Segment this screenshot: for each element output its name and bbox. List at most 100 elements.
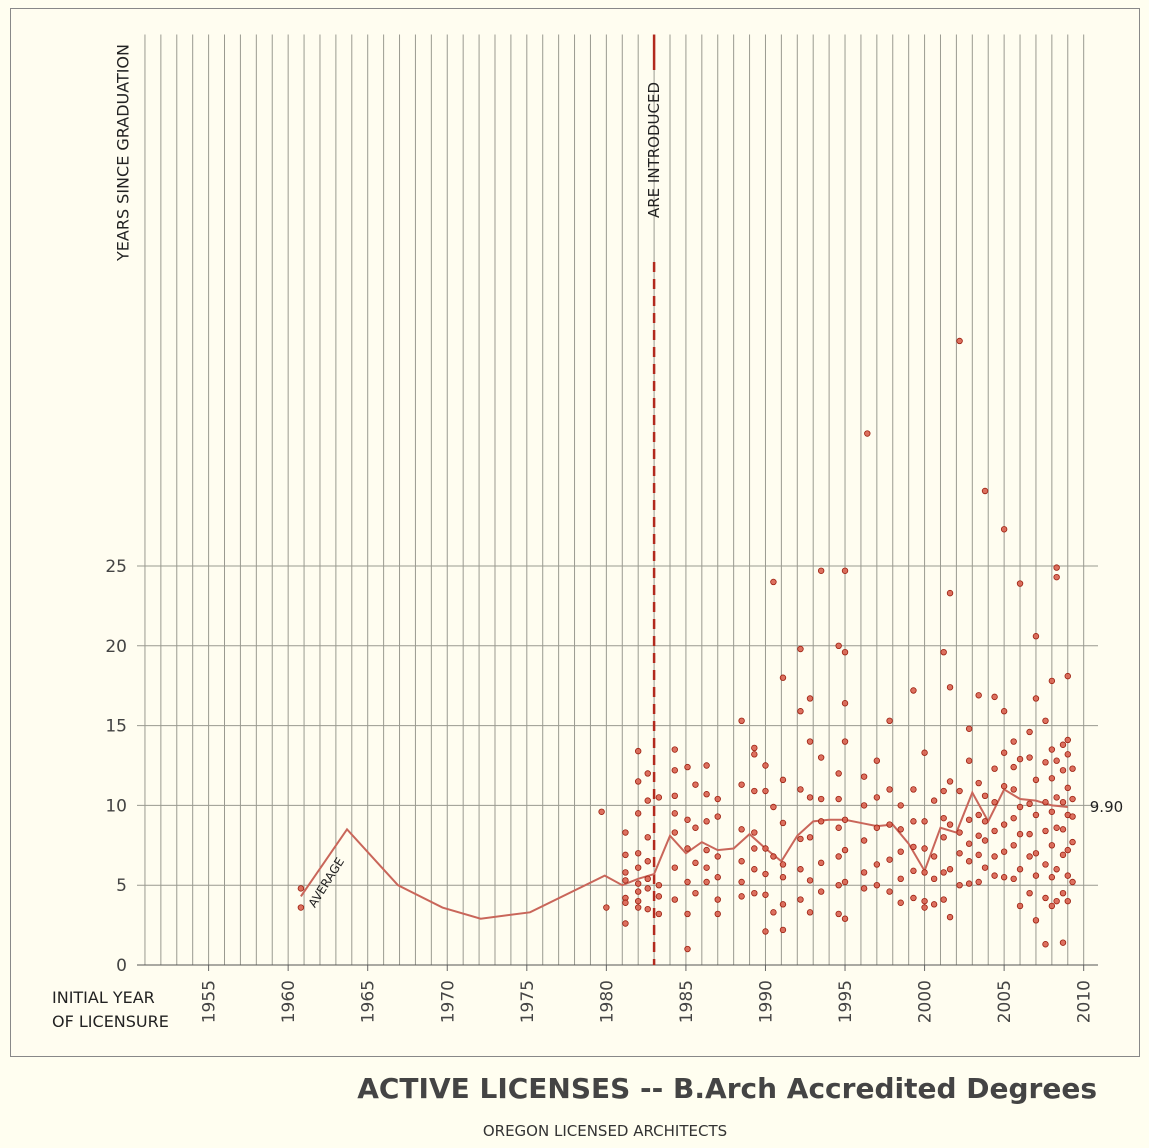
data-point	[751, 751, 758, 758]
data-point	[703, 818, 710, 825]
data-point	[841, 648, 849, 656]
data-point	[1064, 872, 1071, 879]
data-point	[644, 834, 651, 841]
data-point	[940, 814, 947, 822]
data-point	[703, 762, 710, 769]
data-point	[835, 910, 842, 918]
data-point	[806, 834, 814, 841]
data-point	[644, 797, 651, 804]
data-point	[1026, 853, 1033, 860]
x-tick-label: 1980	[597, 980, 617, 1023]
data-point	[671, 746, 678, 753]
data-point	[779, 861, 787, 868]
data-point	[634, 747, 642, 755]
data-point	[975, 832, 982, 839]
data-point	[1010, 786, 1017, 793]
data-point	[930, 901, 938, 908]
data-point	[634, 864, 642, 871]
y-axis-label: YEARS SINCE GRADUATION	[114, 44, 133, 262]
data-point	[634, 778, 642, 785]
data-point	[1053, 897, 1060, 905]
data-point	[684, 945, 691, 953]
data-point	[981, 792, 989, 800]
data-point	[770, 803, 777, 811]
data-point	[1042, 827, 1049, 835]
data-point	[930, 875, 938, 883]
data-point	[897, 826, 904, 833]
data-point	[981, 864, 989, 871]
data-point	[738, 781, 745, 788]
data-point	[835, 824, 842, 831]
data-point	[1059, 799, 1067, 806]
data-point	[622, 899, 629, 906]
data-point	[1010, 814, 1017, 822]
data-point	[1016, 830, 1024, 838]
data-point	[1064, 784, 1071, 792]
data-point	[897, 848, 904, 855]
data-point	[965, 858, 973, 865]
data-point	[1000, 821, 1008, 828]
data-point	[817, 567, 825, 574]
data-point	[762, 870, 769, 878]
data-point	[692, 889, 699, 897]
data-point	[797, 835, 804, 843]
data-point	[692, 781, 699, 788]
data-point	[779, 819, 787, 827]
data-point	[1016, 580, 1024, 587]
data-point	[797, 866, 804, 873]
data-point	[644, 905, 651, 913]
data-point	[946, 866, 954, 873]
data-point	[714, 910, 721, 918]
data-point	[860, 869, 868, 876]
data-point	[1053, 564, 1060, 571]
data-point	[886, 856, 893, 863]
data-point	[684, 763, 691, 771]
data-point	[1053, 824, 1060, 831]
data-point	[1032, 811, 1040, 819]
data-point	[910, 786, 917, 793]
data-point	[762, 787, 769, 795]
data-point	[1053, 573, 1060, 581]
data-point	[644, 858, 651, 865]
data-point	[1059, 889, 1067, 897]
data-point	[738, 878, 745, 886]
data-point	[671, 896, 678, 903]
data-point	[751, 787, 758, 795]
data-point	[1059, 851, 1067, 859]
data-point	[921, 869, 928, 876]
data-point	[956, 787, 963, 795]
data-point	[1000, 783, 1008, 790]
data-point	[1026, 800, 1033, 808]
data-point	[817, 859, 825, 867]
data-point	[1064, 846, 1071, 854]
data-point	[1069, 878, 1076, 886]
x-tick-label: 1970	[438, 980, 458, 1023]
data-point	[910, 687, 917, 694]
data-point	[956, 337, 963, 345]
data-point	[1016, 902, 1024, 910]
data-point	[751, 889, 758, 897]
data-point	[946, 778, 954, 785]
x-tick-label: 2005	[995, 980, 1015, 1023]
data-point	[797, 708, 804, 715]
data-point	[1053, 757, 1060, 764]
data-point	[671, 864, 678, 871]
data-point	[779, 776, 787, 784]
data-point	[1016, 755, 1024, 763]
data-point	[1000, 874, 1008, 881]
data-point	[965, 840, 973, 847]
data-point	[692, 824, 699, 831]
data-point	[1048, 842, 1056, 849]
data-point	[703, 864, 710, 871]
y-tick-label: 5	[116, 876, 127, 896]
data-point	[714, 795, 721, 803]
data-point	[873, 794, 881, 801]
end-label: 9.90	[1090, 798, 1123, 816]
data-point	[1069, 795, 1076, 803]
data-point	[634, 897, 642, 905]
data-point	[835, 853, 842, 860]
data-point	[779, 926, 787, 934]
data-point	[806, 695, 814, 702]
data-point	[930, 853, 938, 860]
data-point	[940, 787, 947, 795]
